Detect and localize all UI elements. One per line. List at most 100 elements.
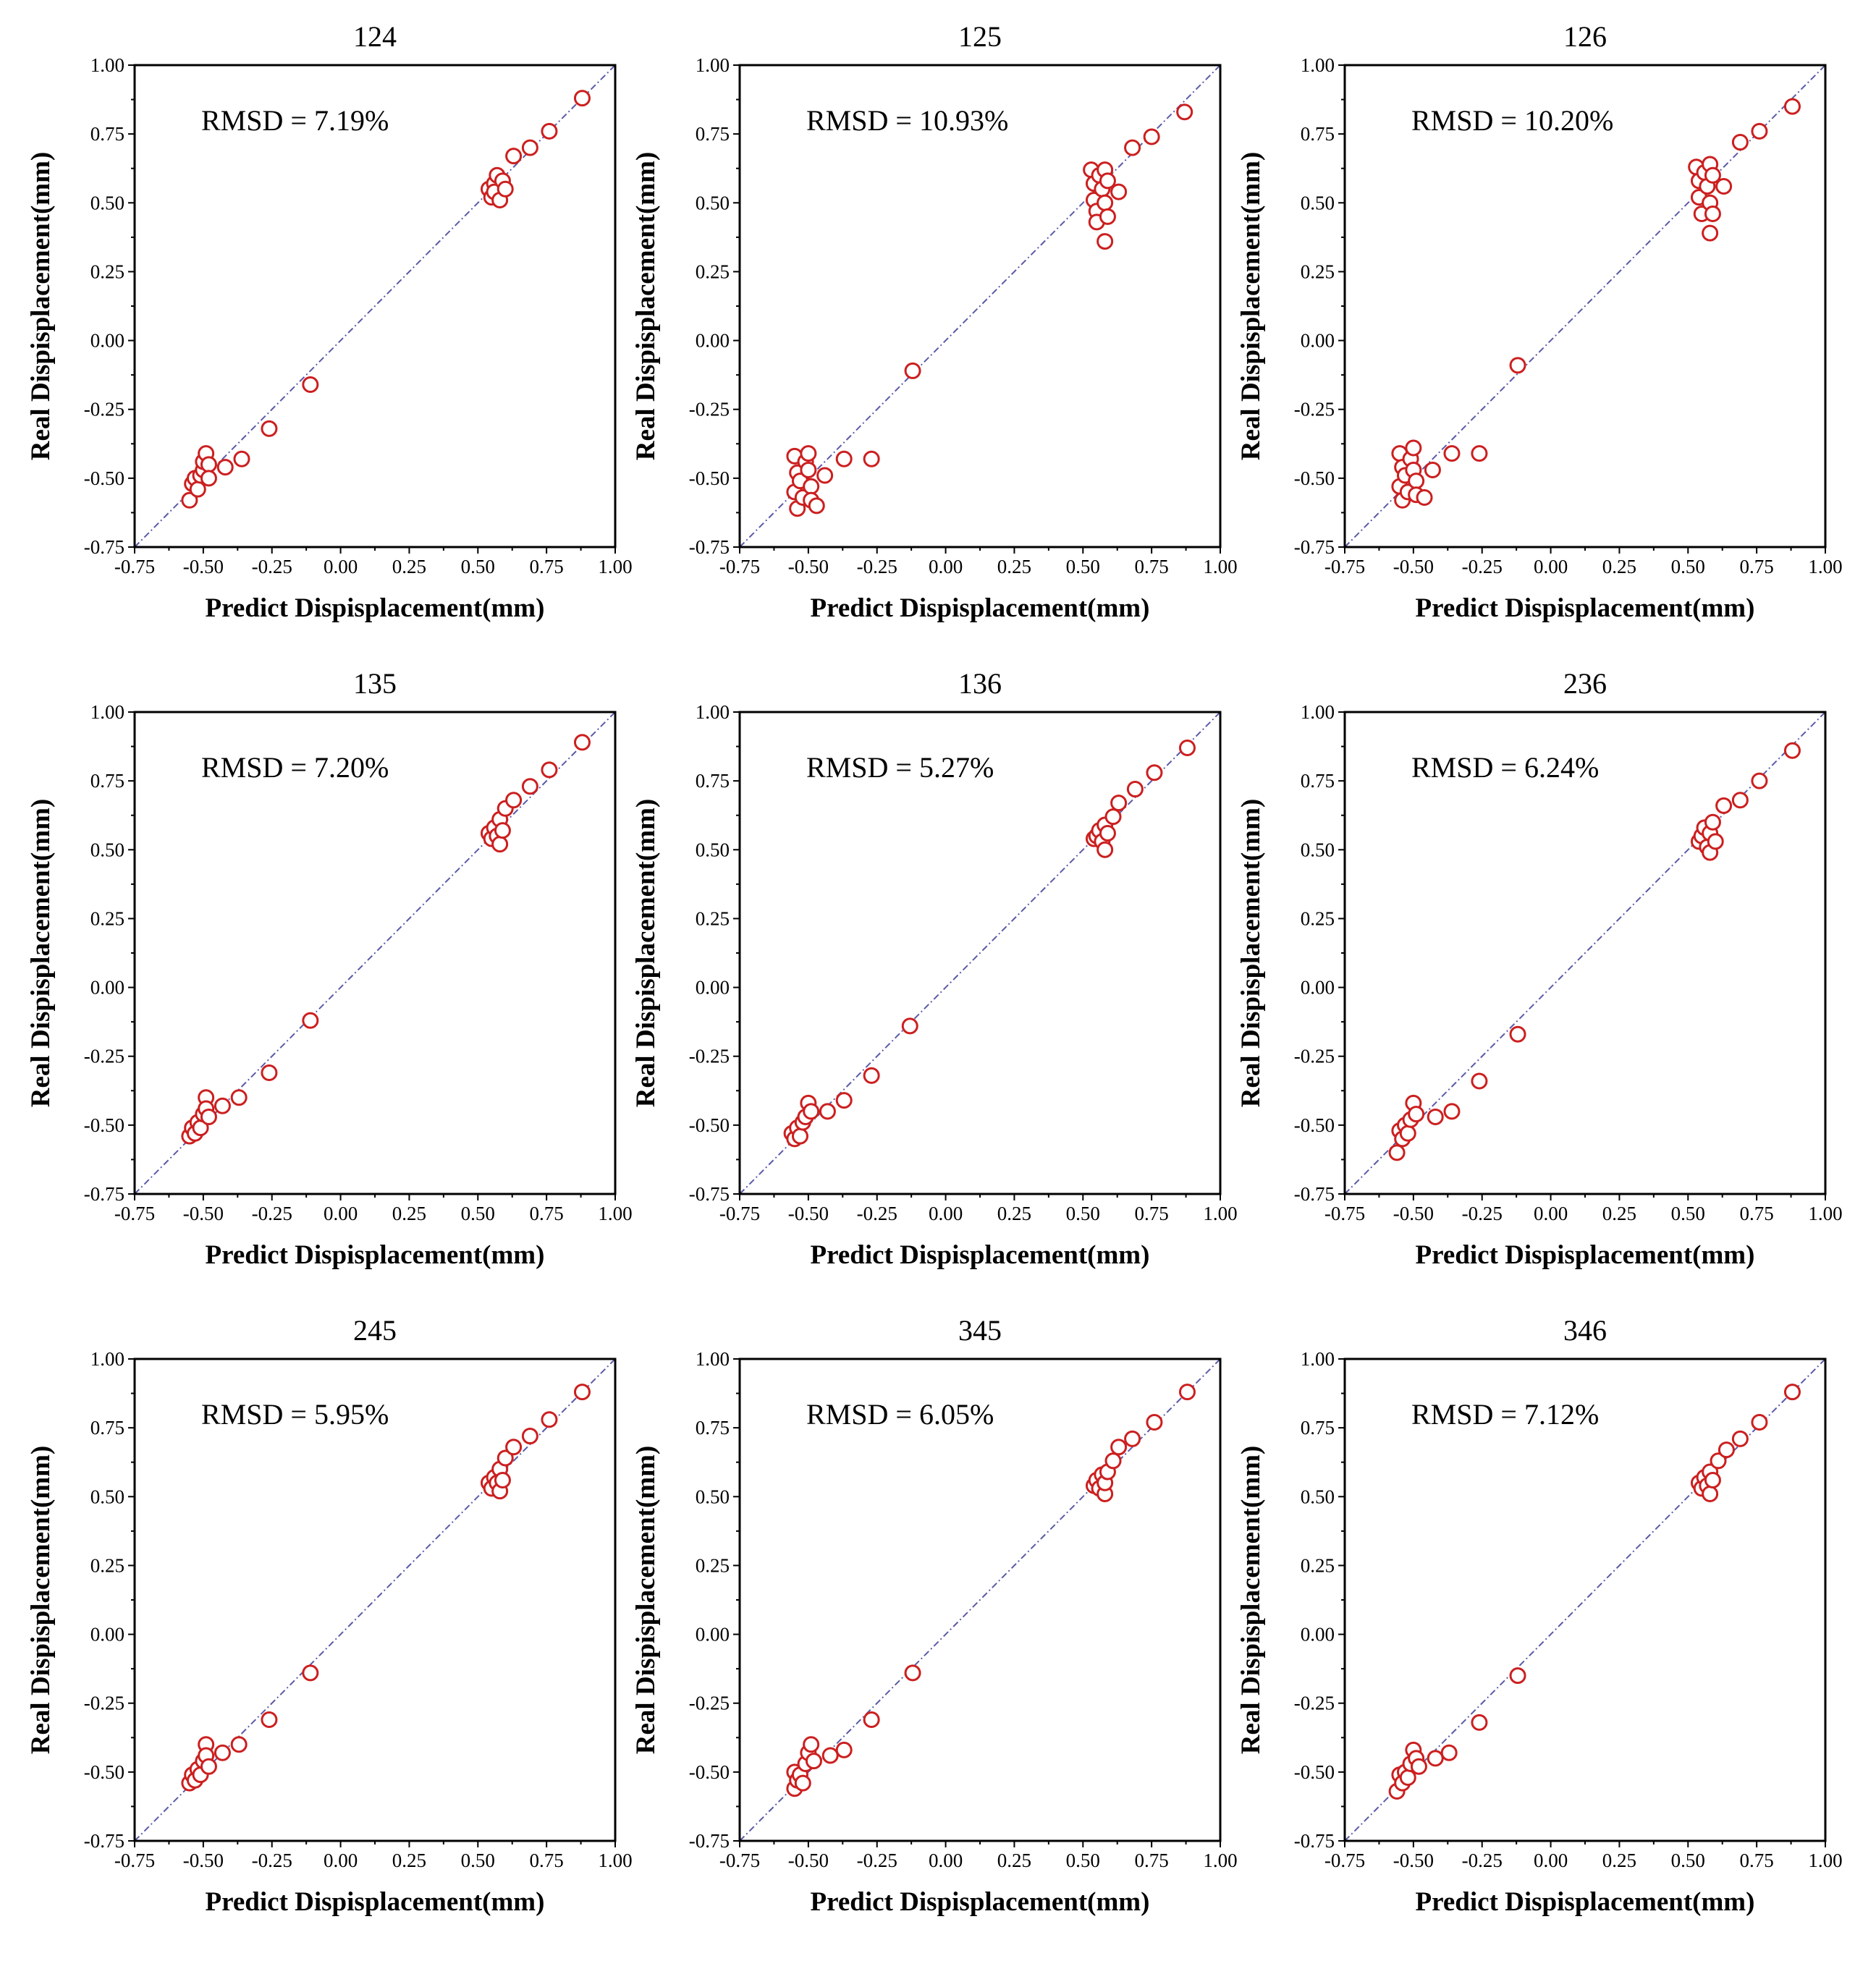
x-axis-label: Predict Dispisplacement(mm) (811, 1240, 1150, 1270)
x-tick-label: 1.00 (598, 1850, 632, 1871)
data-point (261, 420, 278, 437)
x-tick-label: 0.25 (997, 556, 1031, 577)
x-tick-label: 0.00 (324, 1850, 358, 1871)
y-tick-label: 0.25 (90, 907, 124, 929)
y-tick-label: -0.25 (84, 399, 124, 420)
scatter-panel-124: 124 -0.75 -0.50 -0.25 0.00 0.25 0.50 0.75 1.00 -0… (26, 20, 633, 623)
y-tick-label: 0.25 (90, 261, 124, 282)
data-point (214, 1097, 231, 1114)
data-point (573, 1384, 591, 1401)
x-axis-label: Predict Dispisplacement(mm) (811, 593, 1150, 623)
y-tick-label: 0.50 (696, 1486, 730, 1507)
y-axis-label: Real Dispisplacement(mm) (631, 1446, 661, 1754)
x-tick-label: 0.75 (1740, 556, 1774, 577)
data-point (904, 1664, 921, 1682)
x-tick-label: -0.25 (1462, 556, 1503, 577)
data-point (803, 1736, 820, 1753)
x-tick-label: 0.25 (1602, 1203, 1636, 1224)
x-tick-label: 0.25 (1602, 556, 1636, 577)
data-point (200, 456, 217, 473)
x-tick-label: -0.50 (1393, 556, 1434, 577)
data-point (1471, 1714, 1488, 1731)
x-tick-label: 0.25 (392, 1850, 426, 1871)
x-tick-label: -0.25 (857, 556, 897, 577)
data-point (216, 459, 234, 476)
x-axis-label: Predict Dispisplacement(mm) (1416, 593, 1755, 623)
y-tick-label: 1.00 (90, 54, 124, 76)
x-tick-label: -0.75 (114, 1203, 155, 1224)
data-point (1408, 1106, 1425, 1123)
y-tick-label: 0.75 (1301, 770, 1335, 792)
y-tick-label: 0.50 (696, 192, 730, 213)
data-point (302, 376, 319, 393)
data-point (800, 445, 817, 462)
y-tick-label: -0.50 (1294, 1114, 1335, 1136)
rmsd-annotation: RMSD = 7.20% (201, 751, 389, 784)
rmsd-annotation: RMSD = 5.95% (201, 1398, 389, 1431)
data-point (1704, 813, 1721, 831)
data-point (1427, 1750, 1444, 1767)
y-tick-label: 0.50 (1301, 839, 1335, 860)
x-tick-label: 0.75 (1740, 1203, 1774, 1224)
data-point (1783, 742, 1801, 759)
data-point (1146, 1414, 1163, 1431)
x-tick-label: -0.50 (1393, 1850, 1434, 1871)
x-tick-label: -0.25 (252, 556, 292, 577)
x-tick-label: -0.50 (788, 1203, 829, 1224)
data-point (835, 1741, 853, 1758)
data-point (573, 90, 591, 107)
y-tick-label: 0.00 (1301, 330, 1335, 352)
x-tick-label: 0.00 (929, 1203, 963, 1224)
panel-title: 345 (958, 1314, 1002, 1347)
y-tick-label: 0.50 (696, 839, 730, 860)
y-tick-label: -0.75 (689, 536, 730, 558)
x-axis-label: Predict Dispisplacement(mm) (206, 593, 545, 623)
x-axis-label: Predict Dispisplacement(mm) (206, 1240, 545, 1270)
panel-title: 126 (1563, 20, 1607, 53)
x-tick-label: 0.50 (1671, 1203, 1705, 1224)
y-tick-label: 0.00 (1301, 977, 1335, 999)
x-tick-label: 0.50 (461, 556, 495, 577)
y-tick-label: 0.75 (1301, 123, 1335, 145)
y-tick-label: 0.25 (1301, 261, 1335, 282)
x-tick-label: 1.00 (1203, 1203, 1237, 1224)
y-tick-label: -0.50 (689, 467, 730, 489)
panel-title: 135 (353, 667, 397, 700)
data-point (794, 1774, 811, 1792)
data-point (1751, 772, 1768, 789)
reference-line (1344, 711, 1826, 1195)
data-point (230, 1089, 248, 1106)
y-tick-label: 0.75 (696, 1417, 730, 1439)
data-point (1443, 445, 1461, 462)
data-point (808, 497, 825, 514)
scatter-panel-245: 245 -0.75 -0.50 -0.25 0.00 0.25 0.50 0.75 1.00 -0… (26, 1314, 633, 1917)
data-point (1783, 1384, 1801, 1401)
data-point (803, 478, 820, 495)
x-tick-label: -0.75 (1324, 556, 1365, 577)
panel-title: 346 (1563, 1314, 1607, 1347)
scatter-panel-236: 236 -0.75 -0.50 -0.25 0.00 0.25 0.50 0.75 1.00 -0… (1236, 667, 1843, 1270)
x-tick-label: 0.25 (1602, 1850, 1636, 1871)
y-tick-label: 0.25 (90, 1554, 124, 1576)
data-point (494, 1471, 511, 1488)
y-tick-label: 0.75 (696, 123, 730, 145)
x-tick-label: 0.75 (1740, 1850, 1774, 1871)
y-tick-label: 0.50 (90, 1486, 124, 1507)
panel-title: 236 (1563, 667, 1607, 700)
y-tick-label: 1.00 (90, 1348, 124, 1370)
data-point (1176, 103, 1193, 121)
data-point (521, 139, 538, 156)
y-tick-label: -0.50 (84, 1761, 124, 1783)
data-point (1388, 1144, 1406, 1161)
y-tick-label: -0.25 (689, 1046, 730, 1067)
data-point (821, 1747, 839, 1764)
data-point (1509, 1667, 1526, 1685)
data-point (1509, 1025, 1526, 1043)
data-point (573, 734, 591, 751)
data-point (1731, 134, 1749, 151)
y-tick-label: 0.25 (1301, 907, 1335, 929)
y-tick-label: -0.75 (1294, 1183, 1335, 1205)
data-point (541, 122, 558, 140)
x-tick-label: 0.75 (1135, 1203, 1169, 1224)
x-tick-label: -0.75 (719, 556, 760, 577)
